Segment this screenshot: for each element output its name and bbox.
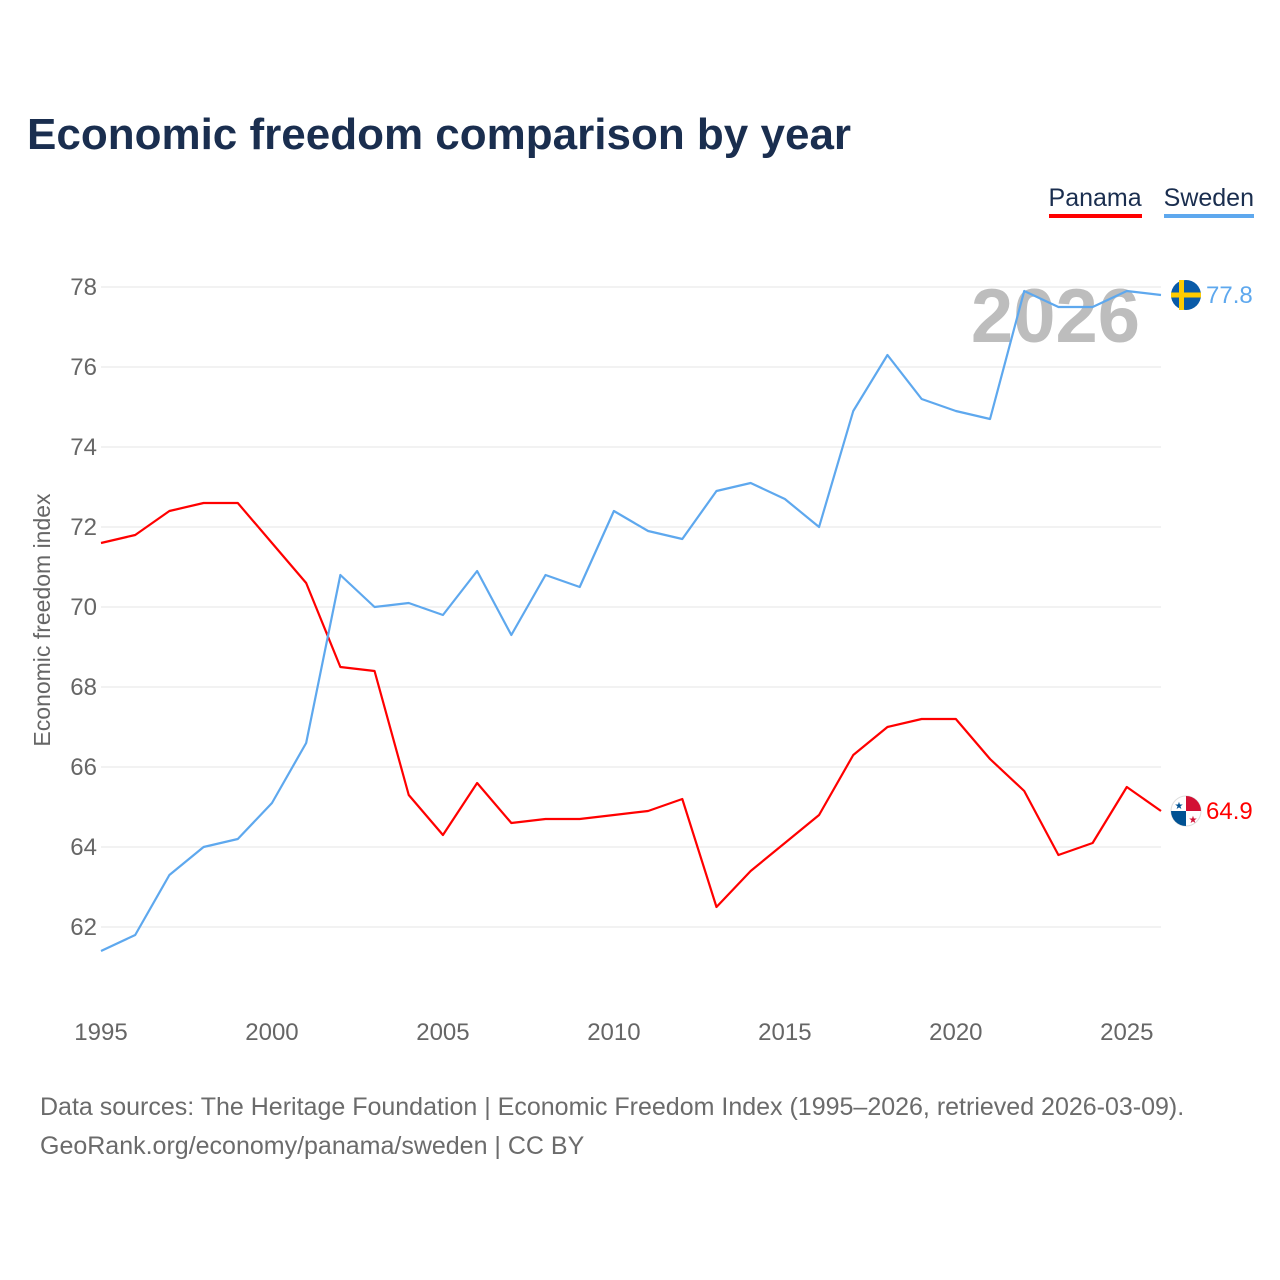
y-axis-label: Economic freedom index: [29, 493, 55, 747]
sweden-flag-cross: [1171, 292, 1201, 298]
year-watermark: 2026: [971, 274, 1140, 359]
series-line-sweden: [100, 289, 1162, 952]
y-tick-label: 68: [70, 674, 97, 701]
legend: Panama Sweden: [1048, 184, 1254, 218]
chart-title: Economic freedom comparison by year: [27, 110, 852, 159]
end-value-label-sweden: 77.8: [1206, 282, 1253, 309]
y-tick-label: 70: [70, 594, 97, 621]
y-tick-label: 66: [70, 754, 97, 781]
source-text: Data sources: The Heritage Foundation | …: [40, 1093, 1185, 1121]
x-tick-label: 2005: [416, 1019, 469, 1046]
y-tick-label: 62: [70, 914, 97, 941]
y-tick-label: 76: [70, 354, 97, 381]
panama-flag-red: [1186, 796, 1201, 811]
y-tick-label: 72: [70, 514, 97, 541]
x-tick-label: 2015: [758, 1019, 811, 1046]
footer: Data sources: The Heritage Foundation | …: [40, 1088, 1184, 1166]
y-tick-label: 78: [70, 274, 97, 301]
source-link[interactable]: GeoRank.org/economy/panama/sweden | CC B…: [40, 1132, 585, 1160]
panama-flag-star: ★: [1189, 815, 1198, 826]
series-line-panama: [100, 501, 1162, 909]
x-tick-label: 2020: [929, 1019, 982, 1046]
x-tick-label: 2000: [245, 1019, 298, 1046]
legend-sweden[interactable]: Sweden: [1163, 184, 1254, 218]
panama-flag-blue: [1171, 811, 1186, 826]
y-tick-label: 74: [70, 434, 97, 461]
y-tick-label: 64: [70, 834, 97, 861]
legend-panama[interactable]: Panama: [1048, 184, 1142, 218]
x-tick-label: 1995: [74, 1019, 127, 1046]
x-tick-label: 2010: [587, 1019, 640, 1046]
end-value-label-panama: 64.9: [1206, 798, 1253, 825]
panama-flag-star: ★: [1175, 801, 1184, 812]
x-tick-label: 2025: [1100, 1019, 1153, 1046]
